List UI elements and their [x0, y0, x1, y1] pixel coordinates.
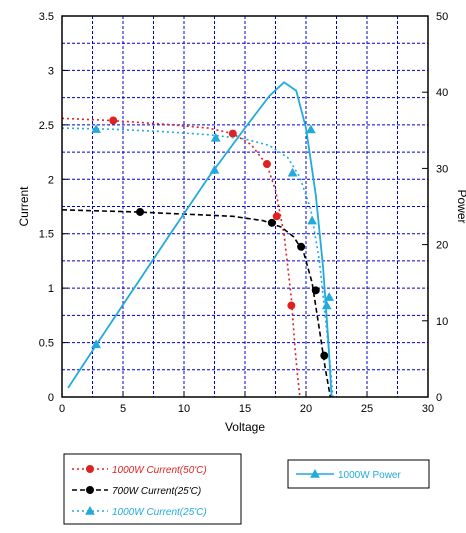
y-tick-label: 3	[48, 65, 54, 77]
series-point	[136, 207, 145, 216]
series-point	[320, 351, 329, 360]
series-point	[91, 124, 102, 133]
series-point	[228, 129, 237, 138]
series-point	[324, 292, 335, 301]
y2-tick-label: 10	[436, 316, 448, 328]
legend-sample-marker	[86, 465, 94, 473]
y-tick-label: 3.5	[39, 11, 54, 23]
legend-sample-marker	[86, 486, 94, 494]
series-point	[210, 132, 221, 142]
y-tick-label: 2.5	[39, 120, 54, 132]
legend-entry-label: 1000W Current(50'C)	[112, 465, 207, 476]
series-point	[307, 215, 317, 225]
legend-layer: 1000W Current(50'C) 700W Current(25'C) 100…	[63, 453, 430, 525]
series-line	[61, 127, 334, 398]
legend-sample-marker	[85, 505, 95, 515]
y-axis-label: Current	[17, 186, 31, 227]
series-line	[61, 117, 301, 398]
series-layer	[61, 81, 335, 398]
y2-tick-label: 0	[436, 392, 442, 404]
series-point	[272, 212, 281, 221]
y2-tick-label: 40	[436, 87, 448, 99]
series-point	[109, 116, 118, 125]
series-point	[267, 218, 276, 227]
y2-axis-label: Power	[455, 189, 466, 223]
y2-tick-label: 50	[436, 11, 448, 23]
legend-entry-label: 700W Current(25'C)	[112, 486, 201, 497]
x-tick-label: 0	[59, 403, 65, 415]
series-point	[209, 164, 220, 174]
y2-tick-label: 20	[436, 240, 448, 252]
series-point	[262, 160, 271, 169]
y2-tick-label: 30	[436, 163, 448, 175]
series-line	[67, 81, 333, 398]
series-point	[91, 339, 102, 349]
legend-sample-marker	[310, 468, 320, 478]
y-tick-label: 0.5	[39, 338, 54, 350]
legend-entry-label: 1000W Current(25'C)	[112, 507, 207, 518]
x-axis-label: Voltage	[225, 420, 265, 434]
y-tick-label: 2	[48, 174, 54, 186]
x-tick-label: 15	[239, 403, 251, 415]
series-3	[67, 81, 335, 398]
series-line	[61, 209, 332, 398]
x-tick-label: 20	[300, 403, 312, 415]
x-tick-label: 30	[422, 403, 434, 415]
series-point	[306, 124, 316, 134]
series-point	[311, 286, 320, 295]
y-tick-label: 0	[48, 392, 54, 404]
series-1	[61, 207, 332, 398]
grid	[61, 15, 429, 398]
legend-entry-label: 1000W Power	[338, 470, 401, 481]
series-2	[61, 124, 334, 398]
series-point	[287, 167, 298, 177]
series-point	[287, 301, 296, 310]
x-tick-label: 5	[120, 403, 126, 415]
y-tick-label: 1.5	[39, 229, 54, 241]
y-tick-label: 1	[48, 283, 54, 295]
series-0	[61, 116, 301, 398]
x-tick-label: 10	[178, 403, 190, 415]
x-tick-label: 25	[361, 403, 373, 415]
series-point	[297, 242, 306, 251]
